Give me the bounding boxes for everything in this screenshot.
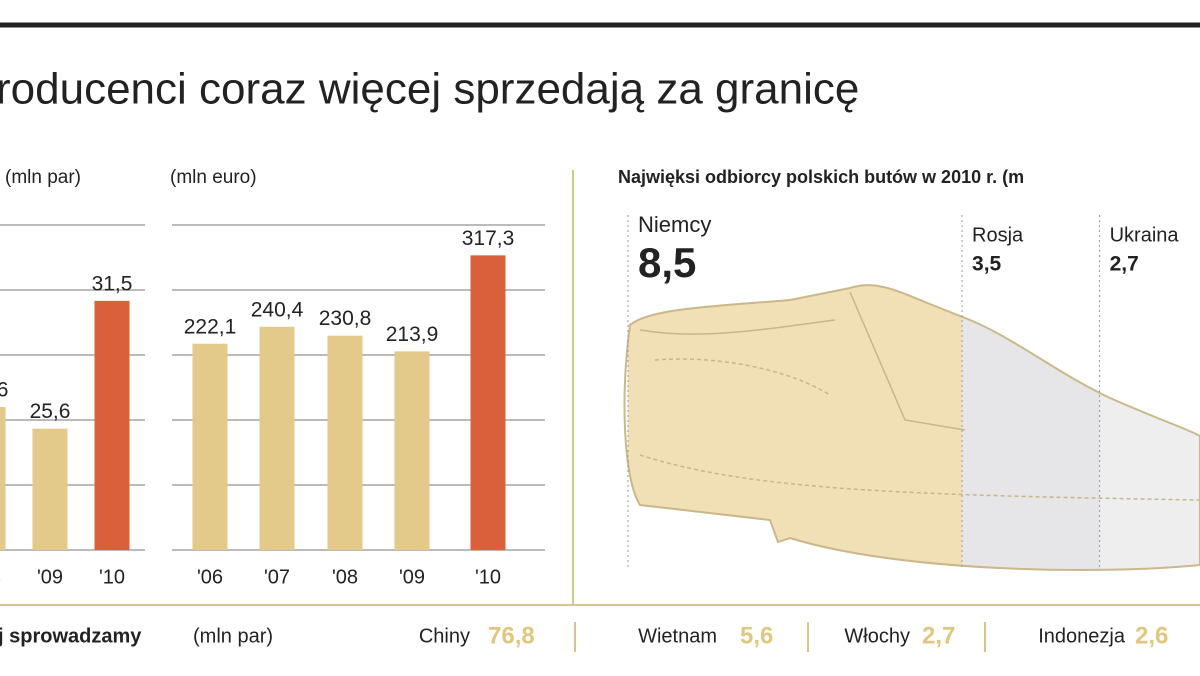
x-tick-label: '09 xyxy=(399,566,425,588)
x-tick-label: '10 xyxy=(99,566,125,588)
value-label: 230,8 xyxy=(319,307,372,330)
bar xyxy=(327,335,363,550)
bar xyxy=(470,255,506,550)
x-tick-label: '08 xyxy=(332,566,358,588)
segment-value: 8,5 xyxy=(638,239,696,286)
value-label: 240,4 xyxy=(251,298,304,321)
bar xyxy=(259,326,295,550)
import-country: Chiny xyxy=(419,625,470,647)
imports-label: j sprowadzamy xyxy=(0,625,142,647)
import-value: 2,7 xyxy=(922,622,955,649)
value-label: 222,1 xyxy=(184,315,237,338)
segment-name: Rosja xyxy=(972,224,1024,246)
segment-name: Niemcy xyxy=(638,212,711,237)
import-country: Indonezja xyxy=(1038,625,1126,647)
x-tick-label: '10 xyxy=(475,566,501,588)
bar xyxy=(94,300,130,550)
bar xyxy=(32,428,68,550)
import-country: Wietnam xyxy=(638,625,717,647)
value-label: 25,6 xyxy=(30,400,71,423)
bar xyxy=(394,351,430,550)
shoe-segment xyxy=(962,285,1100,571)
x-tick-label: '07 xyxy=(264,566,290,588)
value-label: 31,5 xyxy=(92,272,133,295)
shoe-detail xyxy=(639,319,836,335)
value-label: 213,9 xyxy=(386,323,439,346)
segment-value: 2,7 xyxy=(1110,253,1139,276)
shoe-segment xyxy=(1099,285,1200,571)
imports-unit: (mln par) xyxy=(193,625,273,647)
import-country: Włochy xyxy=(844,625,910,647)
x-tick-label: '06 xyxy=(197,566,223,588)
x-tick-label: '08 xyxy=(0,566,1,588)
shoe xyxy=(628,285,1200,571)
value-label: 317,3 xyxy=(462,227,515,250)
bar xyxy=(192,343,228,550)
segment-name: Ukraina xyxy=(1110,224,1180,246)
shoe-detail xyxy=(849,291,966,431)
unit-label: (mln euro) xyxy=(170,167,257,188)
title: roducenci coraz więcej sprzedają za gran… xyxy=(0,65,859,114)
chart-title: Najwięksi odbiorcy polskich butów w 2010… xyxy=(618,167,1024,187)
shoe-detail xyxy=(654,358,831,396)
x-tick-label: '09 xyxy=(37,566,63,588)
value-label: 26,6 xyxy=(0,379,8,402)
unit-label: (mln par) xyxy=(5,167,81,188)
import-value: 76,8 xyxy=(488,622,535,649)
import-value: 5,6 xyxy=(740,622,773,649)
segment-value: 3,5 xyxy=(972,253,1002,276)
import-value: 2,6 xyxy=(1135,622,1168,649)
shoe-detail xyxy=(639,454,1200,501)
bar xyxy=(0,407,6,550)
